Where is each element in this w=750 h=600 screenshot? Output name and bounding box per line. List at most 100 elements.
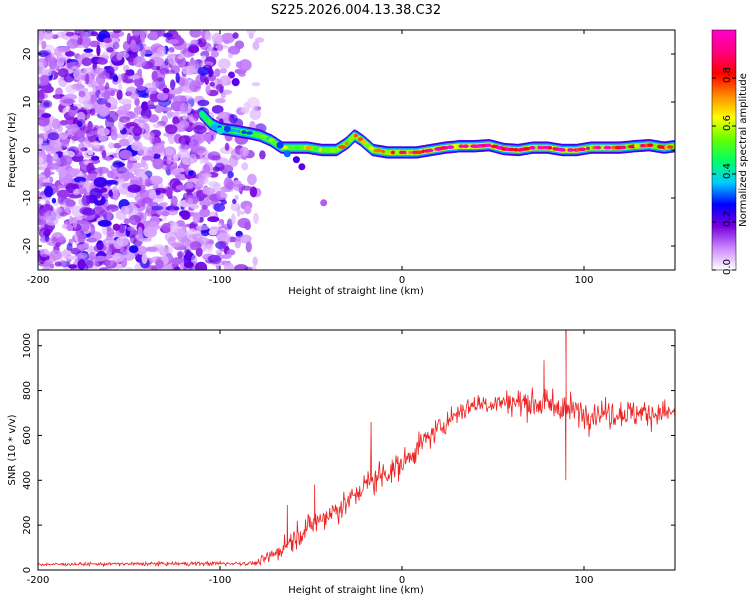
noise-speck	[234, 194, 239, 201]
colorbar-strip	[712, 30, 736, 270]
noise-speck	[137, 115, 149, 124]
noise-speck	[86, 237, 98, 243]
noise-speck	[108, 142, 115, 149]
noise-speck	[254, 37, 265, 43]
ridge-peak	[361, 139, 367, 143]
noise-speck	[116, 133, 129, 139]
ridge-peak	[293, 145, 299, 150]
noise-speck	[246, 30, 256, 35]
noise-speck	[141, 253, 148, 264]
noise-speck	[77, 244, 85, 250]
noise-speck	[60, 250, 70, 256]
noise-speck	[143, 162, 149, 172]
colorbar-label: Normalized spectral amplitude	[738, 73, 749, 227]
noise-speck	[206, 132, 212, 145]
noise-speck	[219, 68, 227, 74]
noise-speck	[180, 137, 186, 149]
noise-speck	[76, 87, 89, 92]
noise-speck	[66, 242, 73, 251]
ridge-peak	[523, 146, 531, 151]
noise-speck	[73, 168, 81, 175]
noise-speck	[216, 232, 231, 241]
chart-title: S225.2026.004.13.38.C32	[271, 3, 441, 18]
noise-speck	[228, 52, 233, 59]
noise-speck	[106, 226, 112, 232]
noise-speck	[65, 84, 77, 94]
noise-speck	[151, 265, 158, 270]
noise-speck	[155, 143, 163, 155]
noise-speck	[229, 114, 238, 124]
noise-speck	[197, 66, 210, 76]
noise-speck	[215, 84, 224, 92]
ridge-peak	[353, 133, 358, 138]
noise-speck	[118, 223, 126, 234]
noise-speck	[85, 259, 94, 269]
noise-speck	[104, 260, 118, 268]
noise-speck	[93, 177, 108, 188]
noise-speck	[131, 30, 142, 37]
noise-speck	[70, 105, 78, 111]
noise-speck	[225, 180, 235, 190]
noise-speck	[259, 150, 266, 160]
ridge-peak	[357, 137, 363, 141]
noise-speck	[118, 138, 131, 147]
noise-speck	[83, 31, 89, 37]
noise-speck	[211, 32, 223, 45]
ridge-peak	[338, 145, 347, 149]
ridge-peak	[446, 145, 455, 149]
spectrogram-ridge	[198, 107, 675, 207]
noise-speck	[49, 176, 54, 184]
noise-speck	[168, 39, 179, 45]
noise-speck	[78, 142, 85, 153]
noise-speck	[112, 30, 122, 34]
noise-speck	[231, 213, 236, 225]
noise-speck	[172, 116, 180, 125]
noise-speck	[112, 75, 119, 82]
ridge-peak	[241, 130, 247, 134]
noise-speck	[230, 148, 243, 161]
noise-speck	[74, 129, 86, 139]
noise-speck	[192, 233, 204, 241]
ridge-peak	[603, 145, 612, 150]
noise-speck	[111, 37, 120, 44]
noise-speck	[244, 205, 252, 215]
noise-speck	[43, 30, 54, 40]
noise-speck	[231, 78, 240, 87]
noise-speck	[245, 241, 252, 253]
x-tick-label: 100	[574, 575, 593, 586]
noise-speck	[192, 135, 202, 141]
noise-speck	[52, 153, 59, 160]
noise-speck	[123, 72, 134, 84]
noise-speck	[190, 39, 199, 45]
noise-speck	[214, 68, 221, 77]
noise-speck	[202, 187, 216, 196]
noise-speck	[74, 30, 83, 34]
ridge-peak	[313, 147, 320, 151]
noise-speck	[144, 178, 152, 188]
colorbar: 0.0 0.2 0.4 0.6 0.8 Normalized spectral ampl…	[711, 29, 749, 275]
noise-speck	[167, 209, 179, 216]
ridge-peak	[344, 141, 349, 146]
noise-speck	[49, 116, 56, 127]
noise-speck	[145, 87, 158, 95]
noise-speck	[164, 58, 169, 66]
noise-speck	[154, 104, 164, 114]
ridge-blob	[292, 156, 300, 164]
noise-speck	[40, 74, 50, 86]
colorbar-tick-label: 0.4	[722, 163, 733, 179]
snr-ylabel: SNR (10 * v/v)	[7, 414, 18, 485]
ridge-peak	[647, 143, 654, 147]
noise-speck	[197, 37, 207, 48]
ridge-blob	[211, 123, 218, 131]
noise-speck	[81, 195, 91, 207]
ridge-peak	[585, 146, 590, 151]
noise-speck	[129, 155, 141, 161]
noise-speck	[116, 52, 123, 61]
noise-speck	[128, 135, 134, 144]
noise-speck	[141, 92, 150, 99]
spectrogram-noise	[38, 30, 267, 270]
noise-speck	[143, 226, 158, 238]
ridge-blob	[320, 199, 328, 207]
noise-speck	[81, 207, 96, 216]
noise-speck	[104, 179, 118, 185]
